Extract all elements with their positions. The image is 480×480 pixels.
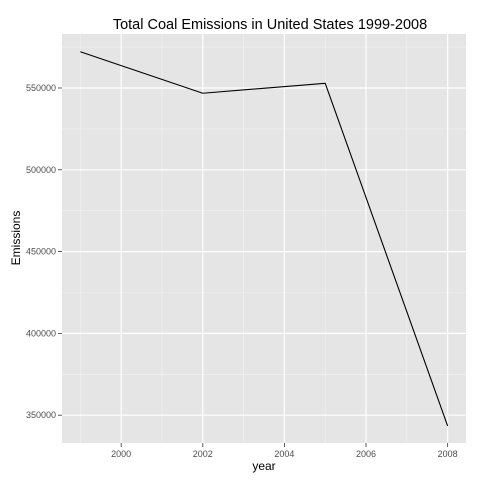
y-tick-label: 550000 — [26, 83, 56, 93]
x-tick-label: 2008 — [438, 449, 458, 459]
y-tick-label: 400000 — [26, 328, 56, 338]
x-tick-label: 2004 — [274, 449, 294, 459]
y-axis-ticks: 350000 400000 450000 500000 550000 — [26, 83, 62, 420]
x-tick-label: 2002 — [193, 449, 213, 459]
x-tick-label: 2006 — [356, 449, 376, 459]
x-axis-ticks: 2000 2002 2004 2006 2008 — [111, 443, 458, 459]
major-gridlines — [62, 34, 466, 443]
series-line — [80, 51, 449, 427]
x-axis-title: year — [252, 459, 275, 473]
chart-title: Total Coal Emissions in United States 19… — [113, 17, 427, 33]
y-tick-label: 350000 — [26, 410, 56, 420]
x-tick-label: 2000 — [111, 449, 131, 459]
y-tick-label: 450000 — [26, 247, 56, 257]
minor-gridlines — [62, 34, 466, 443]
series-layer — [80, 51, 449, 427]
plot-panel — [62, 34, 466, 443]
y-tick-label: 500000 — [26, 165, 56, 175]
y-axis-title: Emissions — [9, 211, 23, 266]
